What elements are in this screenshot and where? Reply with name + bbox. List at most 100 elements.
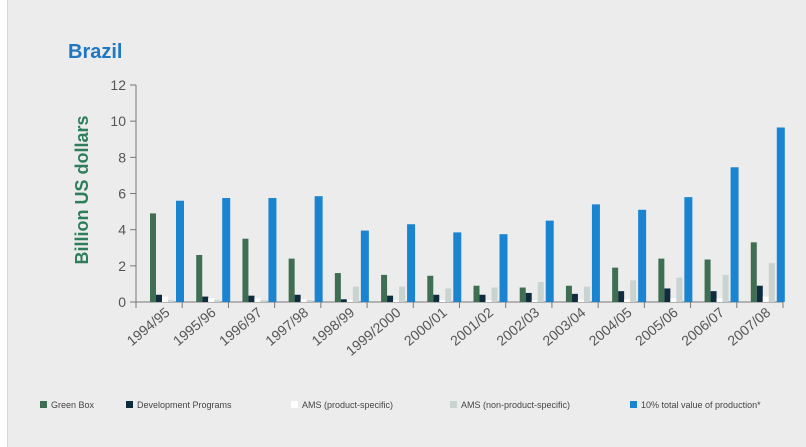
bar-1-13 — [756, 285, 763, 302]
bar-3-13 — [768, 263, 775, 302]
bar-1-11 — [664, 288, 671, 302]
y-tick-label: 0 — [118, 294, 126, 310]
bar-chart: Brazil Billion US dollars 0 2 4 6 8 10 12 1994/… — [40, 41, 785, 410]
y-tick-label: 4 — [118, 222, 126, 238]
y-axis-label: Billion US dollars — [72, 115, 92, 264]
bar-2-6 — [439, 300, 446, 302]
bar-2-7 — [485, 300, 492, 302]
bar-1-12 — [710, 291, 717, 302]
chart-title: Brazil — [68, 41, 122, 63]
bar-1-2 — [248, 295, 255, 302]
bar-3-10 — [630, 280, 637, 302]
bar-4-8 — [545, 220, 554, 302]
bar-2-13 — [762, 296, 769, 302]
y-tick-label: 10 — [110, 113, 126, 129]
x-tick-label: 1997/98 — [262, 304, 311, 349]
bar-3-4 — [352, 286, 359, 302]
bar-4-10 — [638, 209, 647, 302]
x-tick-label: 2005/06 — [632, 304, 681, 349]
bar-0-12 — [704, 259, 711, 302]
legend-swatch — [630, 401, 637, 408]
x-tick-label: 1996/97 — [216, 304, 265, 349]
bar-1-5 — [387, 295, 394, 302]
bar-1-0 — [156, 294, 162, 302]
bar-3-5 — [399, 286, 406, 302]
legend-label: 10% total value of production* — [641, 400, 761, 410]
bar-4-0 — [176, 200, 184, 302]
bar-0-0 — [150, 213, 156, 302]
bar-0-3 — [288, 258, 295, 302]
bar-0-1 — [196, 254, 203, 302]
legend-swatch — [40, 401, 47, 408]
bar-4-6 — [453, 232, 462, 302]
y-tick-label: 12 — [110, 77, 126, 93]
bar-1-10 — [618, 291, 625, 302]
bar-2-2 — [254, 298, 261, 302]
bar-1-7 — [479, 294, 486, 302]
bar-3-6 — [445, 288, 452, 302]
bar-4-7 — [499, 234, 508, 302]
chart-frame: Brazil Billion US dollars 0 2 4 6 8 10 12 1994/… — [8, 0, 806, 447]
bar-2-10 — [624, 299, 631, 302]
x-tick-label: 2001/02 — [447, 304, 496, 349]
legend-label: AMS (non-product-specific) — [461, 400, 570, 410]
bar-2-1 — [208, 298, 215, 302]
bar-0-13 — [750, 242, 757, 302]
bar-2-4 — [346, 300, 353, 302]
bar-4-9 — [591, 204, 600, 302]
bar-0-5 — [381, 274, 388, 302]
bar-3-11 — [676, 277, 683, 302]
bar-0-9 — [565, 285, 572, 302]
bar-2-12 — [716, 298, 723, 302]
bar-2-5 — [393, 300, 400, 302]
x-tick-label: 2000/01 — [401, 304, 450, 349]
chart-axes: 0246810121994/951995/961996/971997/98199… — [110, 77, 784, 359]
bar-3-1 — [214, 300, 221, 302]
bar-1-8 — [525, 292, 532, 302]
bar-0-11 — [658, 258, 665, 302]
x-tick-label: 2007/08 — [724, 304, 773, 349]
bar-4-11 — [684, 197, 693, 302]
bar-3-2 — [260, 300, 267, 302]
y-tick-label: 6 — [118, 186, 126, 202]
chart-legend: Green Box Development Programs AMS (produc… — [40, 400, 761, 410]
x-tick-label: 1995/96 — [170, 304, 219, 349]
bar-4-12 — [730, 167, 739, 302]
legend-label: Green Box — [51, 400, 95, 410]
x-tick-label: 2004/05 — [586, 304, 635, 349]
bar-0-6 — [427, 275, 434, 302]
y-tick-label: 2 — [118, 258, 126, 274]
bar-1-9 — [571, 293, 578, 302]
x-tick-label: 1994/95 — [124, 304, 173, 349]
bar-2-11 — [670, 298, 677, 302]
bar-1-1 — [202, 296, 209, 302]
y-tick-label: 8 — [118, 149, 126, 165]
bar-3-0 — [168, 300, 174, 302]
legend-swatch — [126, 401, 133, 408]
bar-4-4 — [360, 230, 369, 302]
bar-4-5 — [407, 224, 416, 302]
bar-1-3 — [294, 294, 301, 302]
legend-label: AMS (product-specific) — [302, 400, 393, 410]
bar-0-8 — [519, 287, 526, 302]
bar-3-9 — [583, 286, 590, 302]
bar-3-8 — [537, 282, 544, 302]
bar-2-3 — [300, 299, 307, 302]
bar-0-2 — [242, 238, 249, 302]
bar-1-6 — [433, 294, 440, 302]
bar-4-2 — [268, 198, 277, 302]
legend-swatch — [291, 401, 298, 408]
legend-swatch — [450, 401, 457, 408]
bar-0-10 — [612, 267, 619, 302]
bar-4-3 — [314, 196, 323, 302]
bar-3-7 — [491, 287, 498, 302]
x-tick-label: 2006/07 — [678, 304, 727, 349]
bar-2-0 — [162, 296, 168, 302]
bar-1-4 — [340, 299, 347, 302]
bar-4-1 — [222, 198, 231, 302]
x-tick-label: 2002/03 — [493, 304, 542, 349]
bar-2-8 — [531, 300, 538, 302]
bar-4-13 — [776, 127, 785, 302]
left-edge-strip — [0, 0, 8, 447]
bar-3-12 — [722, 274, 729, 302]
